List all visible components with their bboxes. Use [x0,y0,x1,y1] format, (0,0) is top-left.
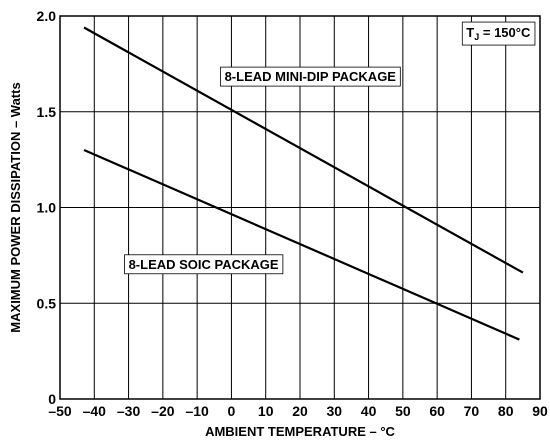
tj-annotation-subscript: J [474,32,479,42]
y-tick-label: 2.0 [37,8,57,24]
series-lines [83,26,524,341]
x-tick-label: 80 [498,403,514,419]
series-label-box-soic [124,254,284,275]
y-tick-labels: 0 0.5 1.0 1.5 2.0 [37,8,57,407]
x-tick-label: –30 [117,403,141,419]
tj-annotation-box [461,21,536,46]
series-label-mini-dip: 8-LEAD MINI-DIP PACKAGE [225,69,397,84]
x-tick-label: –40 [83,403,107,419]
x-tick-label: 90 [532,403,548,419]
series-line-0 [83,26,524,274]
y-tick-label: 0 [48,391,56,407]
series-label-box-mini-dip [220,66,401,87]
x-tick-label: 10 [258,403,274,419]
x-tick-label: 50 [395,403,411,419]
y-tick-label: 0.5 [37,295,57,311]
x-tick-label: 40 [361,403,377,419]
x-tick-label: –20 [151,403,175,419]
series-label-soic: 8-LEAD SOIC PACKAGE [129,257,279,272]
x-tick-label: 30 [326,403,342,419]
x-tick-label: 60 [429,403,445,419]
tj-annotation-value: = 150°C [479,25,531,40]
series-line-1 [83,148,520,341]
x-tick-labels: –50 –40 –30 –20 –10 0 10 20 30 40 50 60 70 80 90 [48,403,548,419]
y-axis-title: MAXIMUM POWER DISSIPATION – Watts [8,82,23,332]
tj-annotation: TJ = 150°C [466,25,531,42]
y-tick-label: 1.5 [37,104,57,120]
x-axis-title: AMBIENT TEMPERATURE – °C [205,424,395,439]
x-tick-label: 0 [228,403,236,419]
x-tick-label: –50 [48,403,72,419]
x-tick-label: 20 [292,403,308,419]
tj-annotation-symbol: T [466,25,474,40]
x-tick-label: –10 [185,403,209,419]
plot-frame [59,15,541,400]
x-tick-label: 70 [464,403,480,419]
y-tick-label: 1.0 [37,200,57,216]
